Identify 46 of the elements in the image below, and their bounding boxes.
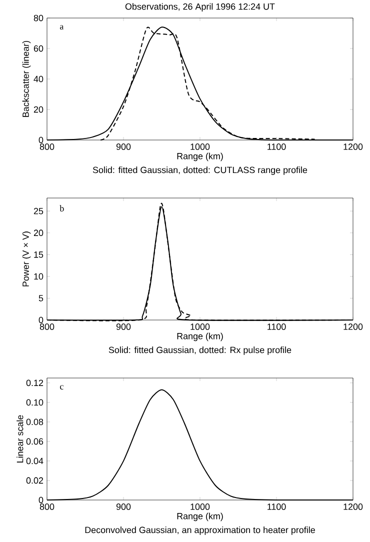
- y-tick-label: 0.10: [26, 399, 44, 406]
- y-axis-title: Backscatter (linear): [22, 40, 31, 117]
- text: Solid: fitted Gaussian, dotted: CUTLASS range profile: [92, 166, 308, 175]
- text: Deconvolved Gaussian, an approximation to heater profile: [85, 526, 315, 535]
- y-tick-label: 10: [34, 273, 44, 280]
- y-tick-label: 0.06: [26, 438, 44, 445]
- x-tick-label: 800: [40, 504, 54, 510]
- x-tick-label: 900: [116, 504, 131, 510]
- y-tick-label: 25: [34, 208, 44, 214]
- annotation: a: [60, 25, 64, 30]
- x-tick-label: 1100: [268, 504, 286, 510]
- x-tick-label: 900: [116, 324, 131, 330]
- x-tick-label: 1100: [268, 324, 286, 330]
- annotation: c: [60, 385, 64, 390]
- y-tick-label: 0: [38, 496, 44, 504]
- y-tick-label: 20: [34, 230, 44, 236]
- annotation: b: [60, 205, 64, 212]
- y-tick-label: 0.04: [26, 458, 44, 464]
- y-tick-label: 80: [34, 14, 44, 22]
- x-tick-label: 1200: [344, 504, 363, 510]
- y-tick-label: 60: [34, 45, 44, 52]
- x-tick-label: 900: [116, 144, 131, 150]
- x-axis-title: Range (km): [177, 332, 223, 342]
- y-tick-label: 0: [38, 136, 44, 144]
- y-axis-title: Linear scale: [16, 415, 24, 462]
- x-tick-label: 1200: [344, 324, 363, 330]
- x-axis-title: Range (km): [177, 152, 223, 162]
- x-tick-label: 800: [40, 144, 54, 150]
- x-axis-title: Range (km): [177, 512, 223, 522]
- y-tick-label: 40: [34, 76, 44, 82]
- y-tick-label: 0.02: [26, 477, 44, 484]
- x-tick-label: 1000: [190, 324, 210, 330]
- x-tick-label: 800: [40, 324, 54, 330]
- x-tick-label: 1100: [268, 144, 286, 150]
- y-axis-title: Power (V × V): [22, 232, 31, 286]
- chart-title: Observations, 26 April 1996 12:24 UT: [125, 3, 275, 12]
- y-tick-label: 0.08: [26, 418, 44, 426]
- y-tick-label: 15: [34, 252, 44, 258]
- text: Solid: fitted Gaussian, dotted: Rx pulse profile: [108, 346, 292, 355]
- x-tick-label: 1000: [190, 504, 210, 510]
- x-tick-label: 1000: [190, 144, 210, 150]
- y-tick-label: 20: [34, 106, 44, 113]
- y-tick-label: 5: [38, 295, 44, 302]
- y-tick-label: 0.12: [26, 380, 44, 386]
- x-tick-label: 1200: [344, 144, 363, 150]
- y-tick-label: 0: [38, 316, 44, 324]
